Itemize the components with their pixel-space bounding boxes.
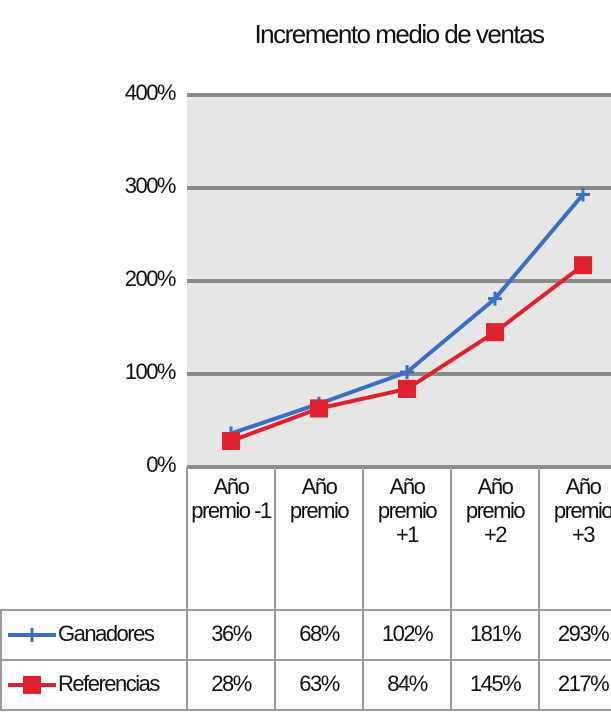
x-tick-label: Año premio +1 xyxy=(377,474,438,547)
x-tick-label: Año premio +3 xyxy=(553,474,611,547)
legend-label: Referencias xyxy=(58,671,160,696)
marker xyxy=(576,187,590,202)
x-tick-label: Año premio xyxy=(289,474,350,523)
y-tick-label: 0% xyxy=(146,452,176,477)
data-label: 84% xyxy=(387,671,428,696)
y-tick-label: 300% xyxy=(124,173,177,198)
y-tick-label: 200% xyxy=(124,266,177,291)
data-label: 217% xyxy=(557,671,610,696)
y-tick-label: 100% xyxy=(124,359,177,384)
marker xyxy=(398,379,416,398)
legend-label: Ganadores xyxy=(58,621,155,646)
data-label: 36% xyxy=(211,621,252,646)
marker xyxy=(400,365,414,380)
marker xyxy=(488,291,502,306)
data-label: 145% xyxy=(469,671,522,696)
x-tick-label: Año premio +2 xyxy=(465,474,526,547)
x-tick-label: Año premio -1 xyxy=(191,474,272,523)
data-label: 181% xyxy=(469,621,522,646)
data-label: 28% xyxy=(211,671,252,696)
marker xyxy=(310,399,328,418)
data-label: 102% xyxy=(381,621,434,646)
data-label: 63% xyxy=(299,671,340,696)
marker xyxy=(574,256,592,275)
marker xyxy=(25,628,39,642)
data-label: 68% xyxy=(299,621,340,646)
marker xyxy=(222,431,240,450)
data-label: 293% xyxy=(557,621,610,646)
y-tick-label: 400% xyxy=(124,80,177,105)
chart-title: Incremento medio de ventas xyxy=(254,19,545,49)
marker xyxy=(23,676,41,694)
marker xyxy=(486,323,504,342)
